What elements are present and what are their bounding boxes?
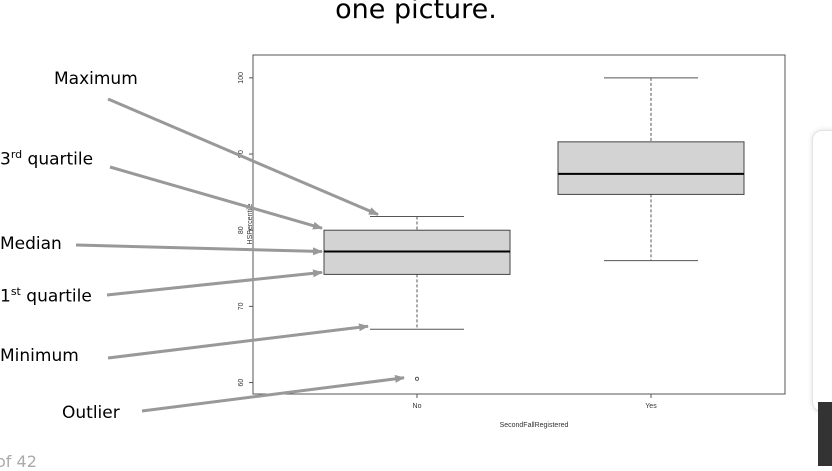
x-tick-label: No [413,403,422,410]
y-tick-label: 70 [238,302,245,310]
arrow-outlier [141,374,405,413]
callout-minimum: Minimum [0,346,79,366]
arrow-first-quartile [106,269,323,297]
arrow-minimum [107,323,369,360]
x-axis-title: SecondFallRegistered [500,422,569,429]
callout-maximum: Maximum [54,69,138,89]
page-number: of 42 [0,452,37,471]
y-tick-label: 100 [238,72,245,84]
side-toolbar[interactable] [818,402,832,466]
callout-third-quartile: 3rd quartile [0,148,94,170]
outlier-point [414,376,419,381]
y-tick-label: 90 [238,150,245,158]
y-tick-label: 60 [238,379,245,387]
side-panel[interactable] [812,130,832,412]
arrow-maximum [107,97,379,216]
slide-heading: one picture. [335,0,497,25]
arrow-median [75,243,323,256]
callout-median: Median [0,234,62,254]
x-tick-label: Yes [645,403,657,410]
iqr-box [557,141,745,195]
callout-first-quartile: 1st quartile [0,285,92,307]
callout-outlier: Outlier [62,403,120,423]
arrow-third-quartile [109,165,323,230]
y-tick-label: 80 [238,226,245,234]
plot-frame [252,54,786,395]
y-axis-title: HSPercentile [247,203,254,244]
